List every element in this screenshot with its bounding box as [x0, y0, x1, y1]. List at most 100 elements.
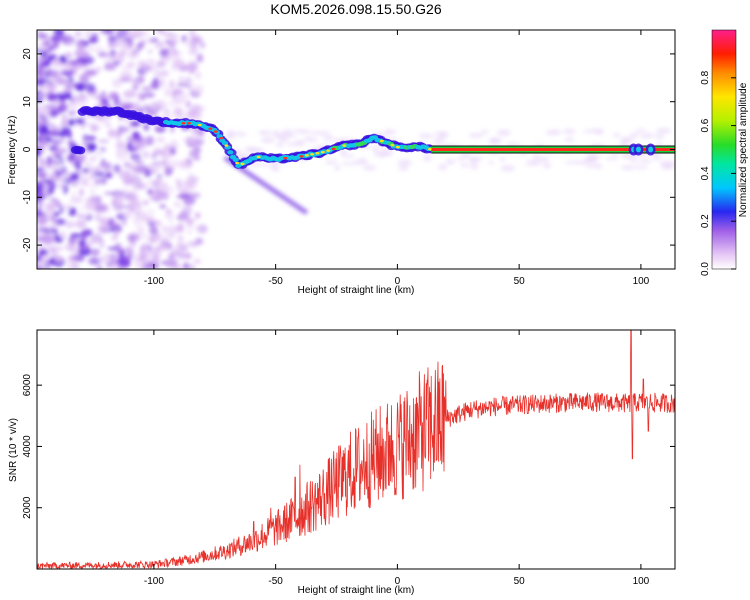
spectrogram-speckle-blob [488, 160, 495, 165]
top-y-tick-label: 10 [22, 96, 33, 108]
spectrogram-speckle-blob [170, 47, 178, 55]
spectrogram-speckle-blob [101, 53, 114, 61]
spectrogram-speckle-blob [114, 164, 121, 174]
spectrogram-speckle-blob [397, 159, 412, 167]
spectrogram-speckle-blob [185, 228, 194, 235]
spectrogram-speckle-blob [56, 179, 67, 184]
spectrogram-speckle-blob [171, 90, 177, 100]
spectrogram-speckle-blob [37, 201, 44, 207]
spectrogram-speckle-blob [89, 189, 96, 194]
spectrogram-ridge-peak [331, 147, 336, 151]
spectrogram-speckle-blob [140, 39, 146, 45]
spectrogram-speckle-blob [107, 190, 112, 196]
spectrogram-speckle-blob [98, 216, 109, 225]
bottom-x-tick-label: 0 [395, 576, 401, 587]
spectrogram-speckle-blob [54, 256, 65, 263]
spectrogram-speckle-blob [48, 226, 53, 232]
top-x-tick-label: -100 [144, 276, 164, 287]
spectrogram-speckle-blob [176, 241, 183, 249]
spectrogram-speckle-blob [75, 219, 87, 229]
spectrogram-speckle-blob [64, 53, 72, 60]
spectrogram-speckle-blob [185, 100, 191, 109]
spectrogram-speckle-blob [155, 30, 165, 34]
spectrogram-speckle-blob [133, 101, 141, 109]
spectrogram-speckle-blob [42, 68, 48, 75]
spectrogram-speckle-blob [191, 84, 204, 94]
spectrogram-speckle-blob [633, 165, 649, 170]
spectrogram-speckle-blob [37, 78, 46, 86]
spectrogram-speckle-blob [37, 93, 42, 98]
spectrogram-speckle-blob [100, 30, 113, 35]
spectrogram-ridge-peak [299, 155, 304, 158]
spectrogram-speckle-blob [630, 157, 638, 164]
spectrogram-speckle-blob [185, 157, 193, 164]
spectrogram-speckle-blob [53, 202, 58, 208]
spectrogram-speckle-blob [40, 50, 47, 58]
spectrogram-speckle-blob [286, 142, 302, 147]
spectrogram-speckle-blob [37, 206, 43, 216]
colorbar-tick-label: 0.2 [700, 214, 711, 228]
spectrogram-ridge-peak [256, 155, 261, 159]
spectrogram-speckle-blob [176, 83, 189, 87]
spectrogram-speckle-blob [85, 56, 95, 65]
spectrogram-speckle-blob [144, 208, 156, 217]
spectrogram-speckle-blob [60, 122, 69, 127]
spectrogram-speckle-blob [379, 152, 391, 157]
spectrogram-speckle-blob [131, 30, 145, 38]
spectrogram-speckle-blob [75, 84, 85, 92]
spectrogram-speckle-blob [74, 30, 82, 38]
spectrogram-speckle-blob [90, 248, 101, 256]
spectrogram-speckle-blob [160, 190, 169, 201]
spectrogram-speckle-blob [130, 176, 143, 184]
spectrogram-speckle-blob [273, 133, 286, 138]
spectrogram-speckle-blob [73, 159, 82, 169]
spectrogram-speckle-blob [169, 80, 175, 89]
spectrogram-speckle-blob [506, 142, 520, 146]
spectrogram-speckle-blob [594, 163, 603, 169]
spectrogram-speckle-blob [195, 106, 206, 113]
spectrogram-ridge-peak [224, 144, 229, 147]
spectrogram-speckle-blob [422, 154, 432, 162]
spectrogram-speckle-blob [173, 201, 182, 208]
colorbar-tick-label: 0.6 [700, 118, 711, 132]
spectrogram-speckle-blob [297, 129, 311, 134]
spectrogram-speckle-blob [82, 168, 90, 173]
bottom-y-tick-label: 4000 [22, 435, 33, 458]
spectrogram-speckle-blob [45, 103, 58, 111]
spectrogram-speckle-blob [143, 257, 153, 264]
spectrogram-speckle-blob [68, 118, 75, 126]
spectrogram-speckle-blob [45, 80, 53, 85]
spectrogram-speckle-blob [308, 131, 322, 135]
spectrogram-speckle-blob [667, 164, 675, 170]
spectrogram-ridge-peak [320, 150, 325, 154]
spectrogram-speckle-blob [362, 164, 377, 171]
spectrogram-speckle-blob [114, 228, 120, 236]
spectrogram-speckle-blob [562, 128, 576, 135]
spectrogram-speckle-blob [68, 110, 76, 116]
spectrogram-speckle-blob [80, 213, 91, 219]
spectrogram-speckle-blob [133, 164, 145, 174]
bottom-x-tick-label: -100 [144, 576, 164, 587]
spectrogram-speckle-blob [121, 219, 127, 226]
spectrogram-speckle-blob [70, 241, 75, 247]
spectrogram-speckle-blob [61, 113, 68, 124]
spectrogram-speckle-blob [47, 55, 55, 60]
spectrogram-speckle-blob [48, 70, 57, 78]
spectrogram-speckle-blob [260, 136, 275, 144]
spectrogram-speckle-blob [148, 234, 156, 244]
spectrogram-speckle-blob [646, 132, 655, 138]
spectrogram-speckle-blob [40, 140, 47, 148]
spectrogram-speckle-blob [99, 147, 107, 152]
spectrogram-ridge-blob [648, 146, 654, 153]
spectrogram-ridge-blob [75, 146, 86, 155]
spectrogram-speckle-blob [46, 93, 57, 102]
snr-series-line [37, 330, 675, 569]
spectrogram-speckle-blob [102, 117, 111, 126]
spectrogram-speckle-blob [164, 235, 171, 245]
top-x-tick-label: 100 [633, 276, 650, 287]
top-y-tick-label: -20 [22, 237, 33, 252]
spectrogram-speckle-blob [169, 247, 175, 253]
ridge-band-core [431, 148, 675, 151]
spectrogram-speckle-blob [172, 112, 179, 116]
spectrogram-speckle-blob [468, 156, 483, 163]
